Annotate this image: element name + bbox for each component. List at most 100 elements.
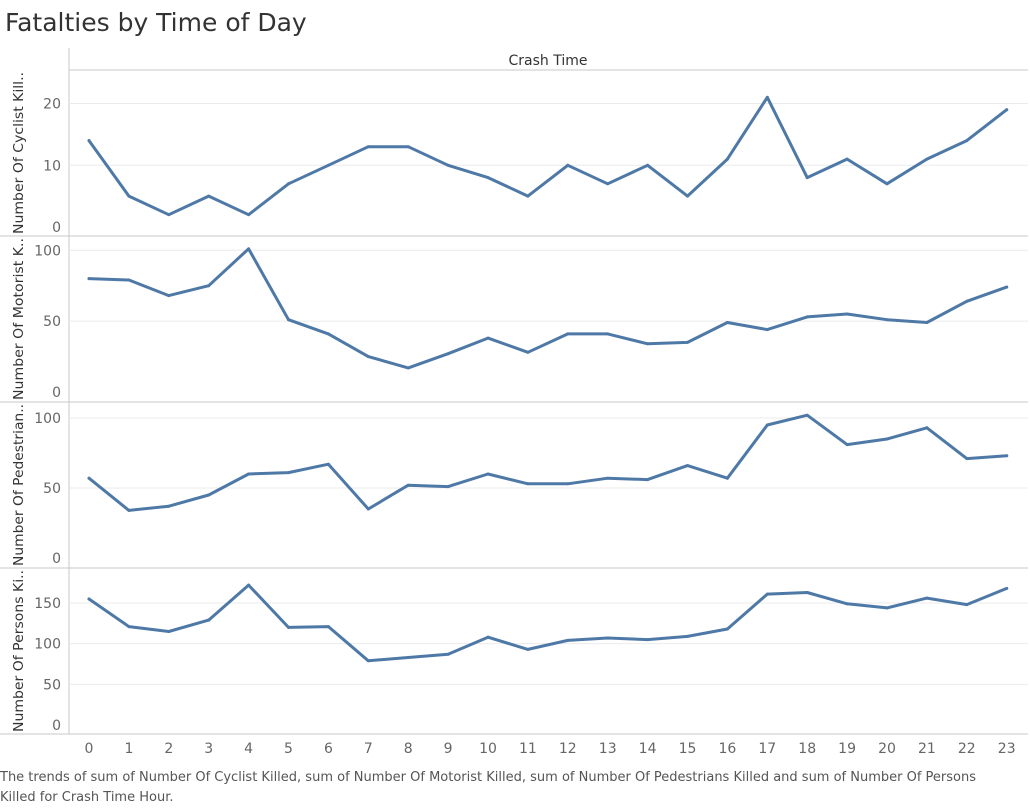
data-point [1005, 586, 1009, 590]
y-tick-label: 100 [34, 243, 61, 259]
data-point [87, 277, 91, 281]
data-point [925, 321, 929, 325]
data-point [326, 163, 330, 167]
data-point [686, 194, 689, 198]
data-point [446, 163, 450, 167]
x-tick-label: 8 [404, 741, 413, 757]
x-tick-label: 6 [324, 741, 333, 757]
data-point [885, 437, 889, 441]
data-point [885, 182, 889, 186]
data-point [925, 596, 929, 600]
y-tick-label: 10 [43, 158, 61, 174]
data-point [606, 636, 610, 640]
data-point [326, 332, 330, 336]
panel-2: 0 50 100 Number Of Pedestrian.. [12, 404, 1009, 567]
data-point [247, 247, 251, 251]
data-point [87, 476, 91, 480]
panel-3: 0 50 100 150 Number Of Persons Ki.. [12, 570, 1009, 734]
data-point [127, 278, 131, 282]
data-point [486, 336, 490, 340]
data-point [1005, 454, 1009, 458]
y-tick-label: 150 [34, 596, 61, 612]
data-point [287, 471, 290, 475]
data-point [207, 284, 211, 288]
data-point [965, 299, 969, 303]
data-point [406, 483, 410, 487]
data-point [965, 139, 969, 143]
data-point [725, 476, 729, 480]
data-point [845, 443, 849, 447]
data-point [765, 95, 769, 99]
data-point [167, 504, 171, 508]
data-point [366, 659, 370, 663]
data-point [287, 625, 290, 629]
data-point [167, 629, 171, 633]
data-point [486, 635, 490, 639]
series-line [87, 583, 1009, 663]
data-point [207, 194, 211, 198]
data-point [446, 485, 450, 489]
data-point [247, 213, 251, 217]
data-point [1005, 108, 1009, 112]
data-point [247, 583, 251, 587]
data-point [606, 476, 610, 480]
data-point [686, 464, 689, 468]
chart-caption: The trends of sum of Number Of Cyclist K… [0, 770, 977, 805]
data-point [366, 355, 370, 359]
y-tick-label: 100 [34, 637, 61, 653]
data-point [486, 176, 490, 180]
data-point [845, 602, 849, 606]
data-point [805, 315, 809, 319]
data-point [805, 176, 809, 180]
y-axis-label: Number Of Pedestrian.. [12, 404, 27, 566]
data-point [965, 603, 969, 607]
data-point [885, 318, 889, 322]
y-tick-label: 100 [34, 411, 61, 427]
data-point [486, 472, 490, 476]
y-tick-label: 50 [43, 481, 61, 497]
x-tick-label: 7 [364, 741, 373, 757]
y-tick-label: 20 [43, 97, 61, 113]
data-point [287, 182, 290, 186]
data-point [127, 194, 131, 198]
data-point [606, 182, 610, 186]
chart-panels: 0 10 20 Number Of Cyclist Kill.. 0 50 100 Numbe… [12, 72, 1009, 734]
chart-frame [0, 48, 1028, 735]
column-header: Crash Time [509, 53, 588, 69]
data-point [646, 638, 650, 642]
data-point [765, 328, 769, 332]
data-point [566, 638, 570, 642]
data-point [167, 294, 171, 298]
chart-title: Fatalties by Time of Day [5, 8, 307, 37]
x-tick-label: 16 [718, 741, 736, 757]
data-point [606, 332, 610, 336]
data-point [725, 321, 729, 325]
x-tick-label: 21 [918, 741, 936, 757]
y-axis-label: Number Of Persons Ki.. [12, 570, 27, 732]
x-tick-label: 17 [758, 741, 776, 757]
data-point [646, 163, 650, 167]
series-line [87, 413, 1009, 512]
y-tick-label: 0 [52, 220, 61, 236]
data-point [686, 340, 689, 344]
x-tick-label: 2 [164, 741, 173, 757]
data-point [207, 618, 211, 622]
data-point [366, 507, 370, 511]
x-tick-label: 11 [519, 741, 537, 757]
y-axis-label: Number Of Motorist K.. [12, 238, 27, 400]
data-point [167, 213, 171, 217]
y-axis-label: Number Of Cyclist Kill.. [12, 72, 27, 234]
data-point [406, 145, 410, 149]
x-tick-label: 5 [284, 741, 293, 757]
x-tick-label: 0 [85, 741, 94, 757]
y-tick-label: 0 [52, 718, 61, 734]
x-tick-label: 13 [599, 741, 617, 757]
data-point [686, 634, 689, 638]
data-point [765, 423, 769, 427]
data-point [287, 318, 290, 322]
data-point [646, 478, 650, 482]
data-point [87, 597, 91, 601]
data-point [207, 493, 211, 497]
data-point [1005, 285, 1009, 289]
data-point [87, 139, 91, 143]
